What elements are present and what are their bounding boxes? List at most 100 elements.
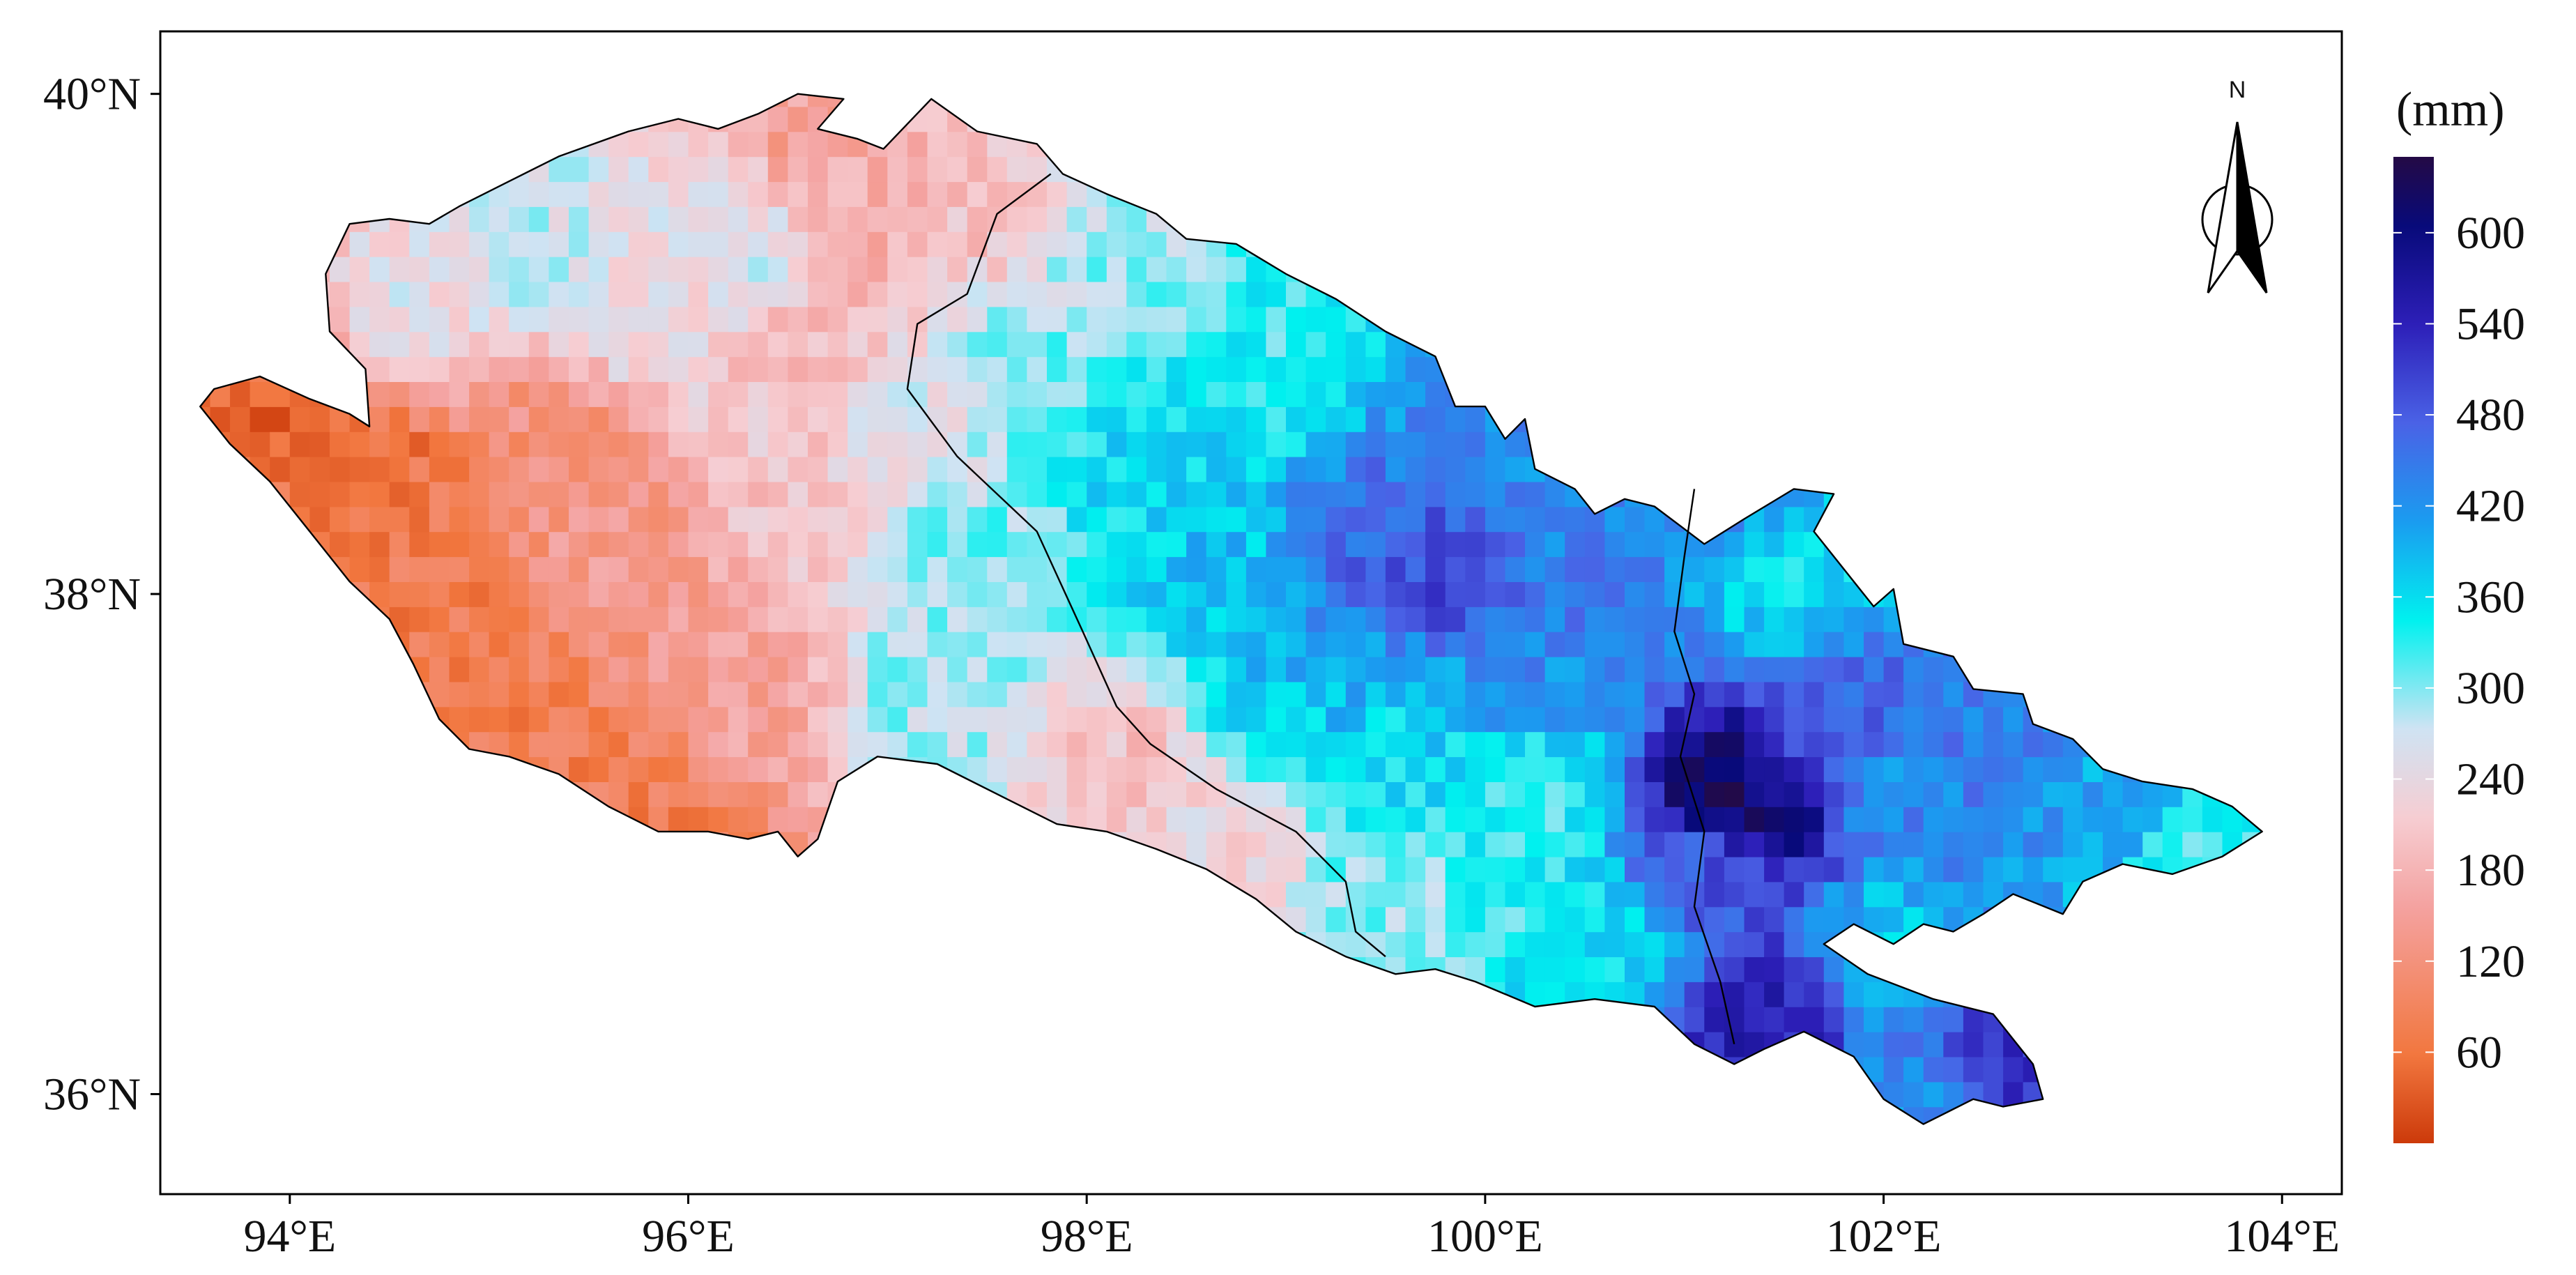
grid-cell [1604, 931, 1625, 958]
grid-cell [1804, 556, 1825, 582]
grid-cell [1206, 406, 1227, 432]
grid-cell [987, 456, 1008, 482]
grid-cell [1066, 481, 1087, 507]
grid-cell [967, 681, 988, 708]
grid-cell [1565, 807, 1586, 832]
x-tick-label: 96°E [642, 1211, 735, 1262]
grid-cell [927, 156, 948, 183]
grid-cell [748, 681, 769, 708]
grid-cell [1724, 831, 1745, 857]
grid-cell [1963, 1031, 1984, 1058]
grid-cell [2062, 781, 2084, 807]
grid-cell [1704, 706, 1725, 733]
grid-cell [1087, 331, 1107, 358]
grid-cell [1744, 881, 1765, 908]
grid-cell [1047, 506, 1068, 533]
grid-cell [1445, 631, 1466, 657]
grid-cell [1326, 807, 1347, 832]
grid-cell [1146, 281, 1167, 307]
grid-cell [1066, 756, 1087, 782]
grid-cell [907, 456, 928, 482]
grid-cell [1784, 931, 1804, 958]
grid-cell [1764, 881, 1785, 908]
grid-cell [1266, 406, 1287, 432]
grid-cell [1206, 807, 1227, 832]
grid-cell [409, 481, 430, 507]
grid-cell [1584, 606, 1606, 632]
grid-cell [1345, 681, 1367, 708]
grid-cell [1823, 982, 1845, 1007]
grid-cell [1565, 906, 1586, 933]
grid-cell [1864, 781, 1885, 807]
grid-cell [509, 281, 530, 307]
grid-cell [1027, 281, 1048, 307]
grid-cell [987, 656, 1008, 682]
grid-cell [1186, 781, 1207, 807]
grid-cell [1704, 1007, 1725, 1032]
grid-cell [1186, 381, 1207, 407]
grid-cell [1644, 856, 1665, 883]
grid-cell [429, 356, 450, 382]
grid-cell [848, 506, 868, 533]
grid-cell [1664, 531, 1685, 558]
grid-cell [569, 706, 590, 733]
grid-cell [1186, 281, 1207, 307]
grid-cell [728, 331, 749, 358]
grid-cell [1206, 331, 1227, 358]
grid-cell [628, 506, 650, 533]
grid-cell [1365, 756, 1386, 782]
grid-cell [1126, 206, 1147, 232]
grid-cell [1245, 831, 1267, 857]
grid-cell [927, 231, 948, 257]
grid-cell [748, 556, 769, 582]
grid-cell [1445, 906, 1466, 933]
grid-cell [509, 731, 530, 758]
grid-cell [1684, 656, 1705, 682]
north-arrow: N [2201, 77, 2274, 293]
grid-cell [1266, 581, 1287, 607]
grid-cell [728, 581, 749, 607]
grid-cell [1704, 681, 1725, 708]
grid-cell [648, 731, 669, 758]
grid-cell [1305, 681, 1326, 708]
grid-cell [1943, 881, 1964, 908]
grid-cell [1405, 681, 1426, 708]
grid-cell [648, 706, 669, 733]
grid-cell [608, 381, 629, 407]
grid-cell [1365, 781, 1386, 807]
grid-cell [827, 706, 848, 733]
grid-cell [648, 381, 669, 407]
grid-cell [569, 206, 590, 232]
grid-cell [1764, 956, 1785, 982]
grid-cell [1604, 606, 1625, 632]
grid-cell [1843, 631, 1864, 657]
grid-cell [867, 156, 889, 183]
grid-cell [748, 506, 769, 533]
grid-cell [1664, 956, 1685, 982]
grid-cell [668, 131, 689, 158]
grid-cell [927, 656, 948, 682]
grid-cell [1106, 431, 1128, 457]
grid-cell [1565, 756, 1586, 782]
grid-cell [449, 381, 470, 407]
grid-cell [648, 156, 669, 183]
grid-cell [628, 656, 650, 682]
grid-cell [827, 506, 848, 533]
grid-cell [728, 731, 749, 758]
grid-cell [827, 606, 848, 632]
grid-cell [1505, 606, 1526, 632]
grid-cell [628, 156, 650, 183]
grid-cell [1584, 807, 1606, 832]
grid-cell [1206, 581, 1227, 607]
grid-cell [1784, 606, 1804, 632]
grid-cell [1625, 556, 1646, 582]
grid-cell [1126, 381, 1147, 407]
grid-cell [1245, 331, 1267, 358]
grid-cell [1943, 856, 1964, 883]
grid-cell [1047, 706, 1068, 733]
grid-cell [867, 606, 889, 632]
grid-cell [1385, 606, 1406, 632]
grid-cell [549, 331, 569, 358]
grid-cell [1784, 1007, 1804, 1032]
grid-cell [2122, 781, 2143, 807]
